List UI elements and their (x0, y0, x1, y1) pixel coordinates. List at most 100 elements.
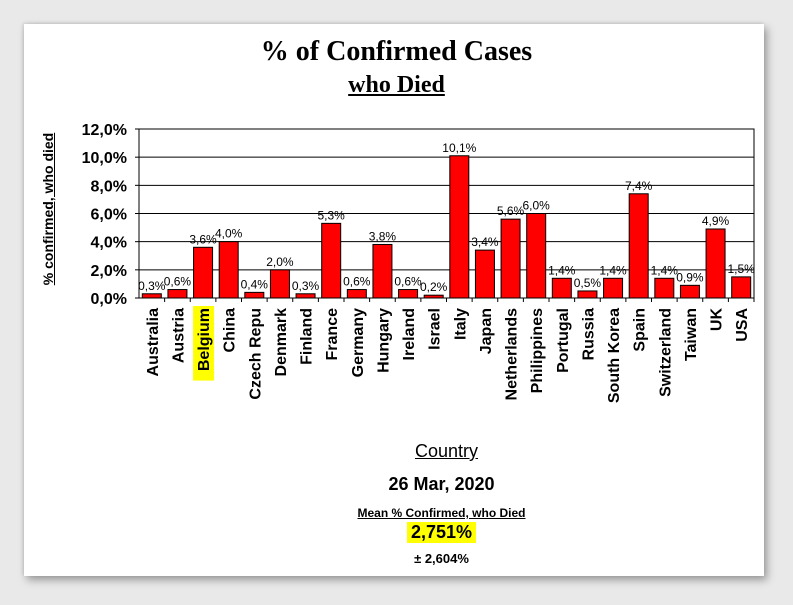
x-tick-group: Finland (299, 308, 316, 365)
data-label: 0,4% (241, 277, 269, 291)
x-tick-group: Germany (350, 308, 367, 377)
y-tick-label: 2,0% (91, 263, 127, 280)
bar (321, 222, 342, 299)
x-tick-label: UK (709, 308, 726, 332)
y-tick-label: 8,0% (91, 178, 127, 195)
x-tick-group: Austria (170, 308, 187, 363)
y-tick-label: 0,0% (91, 291, 127, 308)
bar (346, 289, 367, 299)
y-tick-label: 6,0% (91, 207, 127, 224)
x-tick-label: Finland (299, 308, 316, 365)
bar (449, 155, 470, 299)
bar (269, 269, 290, 299)
data-labels: 0,3%0,6%3,6%4,0%0,4%2,0%0,3%5,3%0,6%3,8%… (138, 141, 755, 294)
x-tick-label: Philippines (529, 308, 546, 393)
data-label: 0,3% (138, 279, 166, 293)
bar (500, 218, 521, 299)
data-label: 1,4% (548, 263, 576, 277)
mean-value-wrap: 2,751% (0, 522, 793, 543)
bar (654, 277, 675, 299)
bars (141, 155, 752, 299)
y-tick-label: 12,0% (82, 122, 127, 139)
x-tick-label: Denmark (273, 308, 290, 377)
bar (603, 277, 624, 299)
x-tick-group: Denmark (273, 308, 290, 377)
y-tick-label: 4,0% (91, 235, 127, 252)
x-tick-group: Portugal (555, 308, 572, 373)
x-tick-group: Netherlands (504, 308, 521, 401)
data-label: 0,2% (420, 280, 448, 294)
chart-card (24, 24, 764, 576)
bar (679, 284, 700, 299)
bar (244, 291, 265, 299)
bar (218, 241, 239, 299)
x-tick-group: South Korea (606, 308, 623, 403)
x-tick-group: UK (709, 308, 726, 332)
mean-label: Mean % Confirmed, who Died (357, 506, 526, 520)
data-label: 7,4% (625, 179, 653, 193)
bar (526, 213, 547, 299)
x-tick-label: Ireland (401, 308, 418, 360)
data-label: 0,5% (574, 276, 602, 290)
x-tick-label: Italy (452, 308, 469, 340)
x-tick-group: Spain (632, 308, 649, 352)
x-tick-label: Hungary (375, 308, 392, 373)
data-label: 1,5% (728, 262, 756, 276)
x-axis-label: Country (414, 441, 479, 461)
plot-frame (138, 128, 755, 299)
bar (193, 246, 214, 299)
data-label: 5,6% (497, 204, 525, 218)
data-label: 3,6% (189, 232, 217, 246)
y-tick-labels: 0,0% 2,0% 4,0% 6,0% 8,0% 10,0% 12,0% (82, 122, 139, 308)
data-label: 4,9% (702, 214, 730, 228)
x-tick-label: Germany (350, 308, 367, 377)
chart-title: % of Confirmed Cases (260, 36, 533, 67)
data-label: 0,9% (676, 270, 704, 284)
x-tick-group: Philippines (529, 308, 546, 393)
bar (577, 290, 598, 299)
data-label: 3,8% (369, 229, 397, 243)
x-tick-label: Russia (580, 308, 597, 361)
x-tick-group: Israel (427, 308, 444, 350)
x-tick-group: Japan (478, 308, 495, 354)
data-label: 10,1% (442, 141, 476, 155)
x-tick-group: Australia (145, 308, 162, 377)
grid-lines (139, 156, 754, 271)
x-tick-group: Taiwan (683, 308, 700, 361)
bar (372, 243, 393, 299)
bar (474, 249, 495, 299)
x-tick-label: USA (734, 308, 751, 342)
x-tick-label: France (324, 308, 341, 361)
bar (295, 293, 316, 299)
bar (167, 289, 188, 299)
x-tick-group: Switzerland (657, 308, 674, 397)
x-tick-group: China (222, 308, 239, 353)
bar (731, 276, 752, 299)
chart-date: 26 Mar, 2020 (388, 474, 495, 494)
x-tick-label: Spain (632, 308, 649, 352)
data-label: 4,0% (215, 227, 243, 241)
data-label: 3,4% (471, 235, 499, 249)
x-tick-group: Ireland (401, 308, 418, 360)
x-tick-label: Belgium (196, 308, 213, 371)
bar (398, 289, 419, 299)
data-label: 5,3% (318, 208, 346, 222)
data-label: 0,6% (394, 275, 422, 289)
x-tick-label: Australia (145, 308, 162, 377)
data-label: 1,4% (599, 263, 627, 277)
mean-value: 2,751% (406, 522, 477, 543)
highlight-box (193, 306, 215, 381)
x-tick-label: China (222, 308, 239, 353)
x-tick-label: South Korea (606, 308, 623, 403)
x-tick-label: Japan (478, 308, 495, 354)
data-label: 6,0% (523, 199, 551, 213)
x-tick-group: Italy (452, 308, 469, 340)
x-tick-labels: Australia Austria Belgium China Czech Repu De… (145, 298, 755, 403)
x-tick-group: Belgium (193, 306, 215, 381)
chart-subtitle: who Died (348, 72, 445, 98)
bar (551, 277, 572, 299)
x-tick-group: Czech Repu (247, 308, 264, 400)
bar (141, 293, 162, 299)
x-tick-group: Hungary (375, 308, 392, 373)
